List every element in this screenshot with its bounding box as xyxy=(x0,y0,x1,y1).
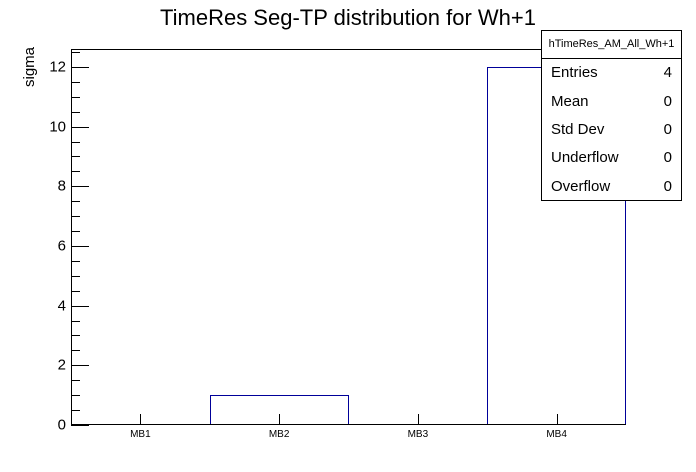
y-axis-minor-tick xyxy=(71,111,80,113)
y-axis-major-tick xyxy=(71,365,89,367)
y-axis-tick-label: 4 xyxy=(57,297,66,315)
y-axis-minor-tick xyxy=(71,141,80,143)
y-axis-major-tick xyxy=(71,126,89,128)
y-axis-minor-tick xyxy=(71,231,80,233)
stats-row: Mean 0 xyxy=(551,92,672,110)
stats-value: 0 xyxy=(663,92,672,110)
stats-value: 0 xyxy=(663,177,672,195)
y-axis-major-tick xyxy=(71,305,89,307)
y-axis-minor-tick xyxy=(71,51,80,53)
y-axis-minor-tick xyxy=(71,320,80,322)
stats-label: Mean xyxy=(551,92,589,110)
stats-value: 0 xyxy=(663,120,672,138)
y-axis-minor-tick xyxy=(71,395,80,397)
y-axis-major-tick xyxy=(71,245,89,247)
x-axis-tick xyxy=(556,414,558,424)
y-axis-minor-tick xyxy=(71,81,80,83)
y-axis-tick-label: 8 xyxy=(57,177,66,195)
y-axis-major-tick xyxy=(71,66,89,68)
stats-label: Entries xyxy=(551,64,598,82)
y-axis-tick-label: 0 xyxy=(57,416,66,434)
x-axis-tick-label: MB3 xyxy=(407,429,429,440)
y-axis-tick-label: 12 xyxy=(49,58,66,76)
stats-row: Overflow 0 xyxy=(551,177,672,195)
stats-row: Std Dev 0 xyxy=(551,120,672,138)
y-axis-minor-tick xyxy=(71,275,80,277)
y-axis-minor-tick xyxy=(71,96,80,98)
y-axis-minor-tick xyxy=(71,290,80,292)
y-axis-tick-label: 2 xyxy=(57,356,66,374)
y-axis-tick-label: 6 xyxy=(57,237,66,255)
stats-rows: Entries 4 Mean 0 Std Dev 0 Underflow 0 Overflow 0 xyxy=(542,59,681,201)
x-axis-tick-label: MB2 xyxy=(268,429,290,440)
stats-label: Underflow xyxy=(551,149,619,167)
stats-value: 4 xyxy=(663,64,672,82)
y-axis-minor-tick xyxy=(71,410,80,412)
x-axis-tick xyxy=(417,414,419,424)
y-axis-minor-tick xyxy=(71,350,80,352)
chart-title: TimeRes Seg-TP distribution for Wh+1 xyxy=(160,5,536,30)
x-axis-tick-label: MB4 xyxy=(546,429,567,440)
stats-row: Underflow 0 xyxy=(551,150,672,166)
stats-box-title: hTimeRes_AM_All_Wh+1 xyxy=(542,31,681,59)
y-axis-minor-tick xyxy=(71,260,80,262)
stats-label: Overflow xyxy=(551,177,611,195)
x-axis-tick xyxy=(279,414,281,424)
stats-row: Entries 4 xyxy=(551,65,672,81)
stats-box: hTimeRes_AM_All_Wh+1 Entries 4 Mean 0 Std De… xyxy=(541,30,682,201)
y-axis-tick-label: 10 xyxy=(49,118,66,136)
x-axis-tick-label: MB1 xyxy=(130,429,151,440)
y-axis-minor-tick xyxy=(71,156,80,158)
stats-value: 0 xyxy=(663,149,672,167)
y-axis-minor-tick xyxy=(71,171,80,173)
y-axis-minor-tick xyxy=(71,380,80,382)
histogram-bar xyxy=(209,395,349,424)
stats-label: Std Dev xyxy=(551,120,605,138)
y-axis-major-tick xyxy=(71,186,89,188)
y-axis-major-tick xyxy=(71,425,89,426)
y-axis-minor-tick xyxy=(71,216,80,218)
y-axis-minor-tick xyxy=(71,201,80,203)
y-axis-minor-tick xyxy=(71,335,80,337)
x-axis-tick xyxy=(140,414,142,424)
